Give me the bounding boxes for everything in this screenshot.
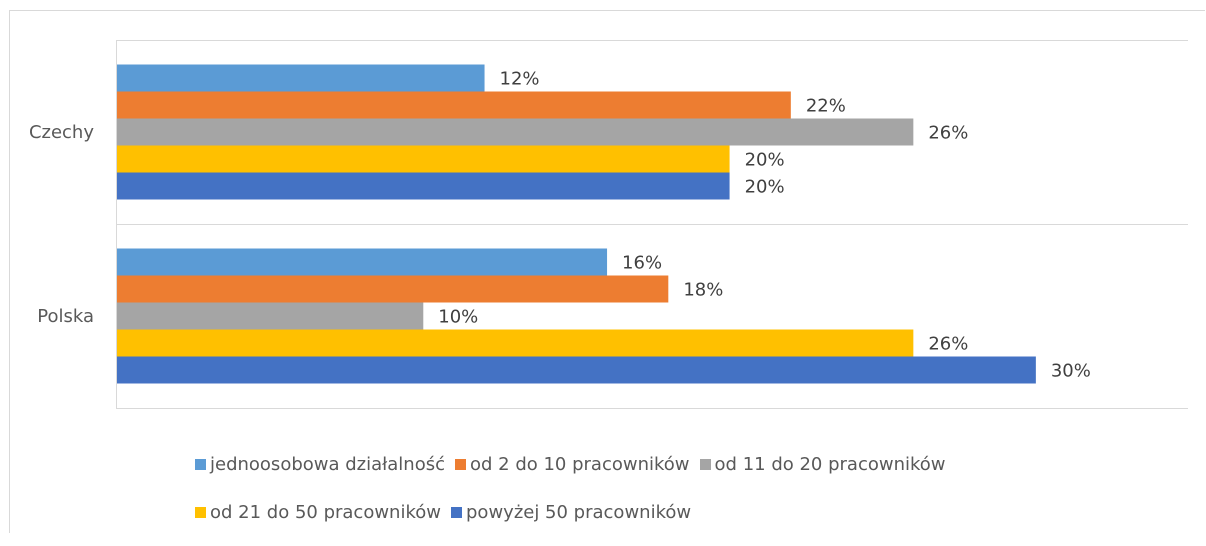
data-label: 16% [622, 253, 662, 274]
chart-frame [9, 10, 1205, 533]
legend-item-jednoosobowa: jednoosobowa działalność [195, 454, 445, 475]
bar [117, 145, 730, 173]
data-label: 22% [806, 96, 846, 117]
legend-row-1: jednoosobowa działalność od 2 do 10 prac… [195, 450, 1095, 478]
legend-item-11-20: od 11 do 20 pracowników [699, 453, 946, 475]
data-label: 30% [1051, 361, 1091, 382]
legend-label-11-20: od 11 do 20 pracowników [714, 453, 946, 475]
data-label: 26% [928, 334, 968, 355]
bar [117, 172, 730, 200]
bar-chart: Czechy 12% 22% 26% 20% 20% Polska 16% 18% 10% 26% 3… [29, 40, 1188, 409]
bar [117, 118, 914, 146]
bar [117, 248, 608, 276]
legend-label-jednoosobowa: jednoosobowa działalność [210, 453, 445, 475]
legend-label-21-50: od 21 do 50 pracowników [210, 501, 441, 523]
legend-item-2-10: od 2 do 10 pracowników [454, 453, 690, 475]
bar [117, 356, 1036, 384]
legend-swatch-2-10 [454, 458, 466, 470]
legend-swatch-21-50 [195, 506, 206, 518]
legend-swatch-11-20 [699, 458, 711, 470]
legend-row-2: od 21 do 50 pracowników powyżej 50 praco… [195, 498, 1095, 526]
bar [117, 302, 424, 330]
data-label: 20% [745, 177, 785, 198]
legend-label-50-plus: powyżej 50 pracowników [466, 501, 692, 523]
data-label: 26% [928, 123, 968, 144]
category-label: Czechy [29, 122, 94, 143]
bar [117, 64, 485, 92]
bar [117, 329, 914, 357]
data-label: 18% [683, 280, 723, 301]
bar [117, 275, 669, 303]
data-label: 10% [438, 307, 478, 328]
data-label: 20% [745, 150, 785, 171]
bar [117, 91, 791, 119]
legend-label-2-10: od 2 do 10 pracowników [469, 453, 690, 475]
legend-swatch-50-plus [451, 506, 462, 518]
legend: jednoosobowa działalność od 2 do 10 prac… [195, 450, 1095, 546]
legend-item-21-50: od 21 do 50 pracowników [195, 502, 441, 523]
category-label: Polska [37, 306, 94, 327]
data-label: 12% [500, 69, 540, 90]
legend-item-50-plus: powyżej 50 pracowników [451, 502, 691, 523]
legend-swatch-jednoosobowa [195, 458, 206, 470]
